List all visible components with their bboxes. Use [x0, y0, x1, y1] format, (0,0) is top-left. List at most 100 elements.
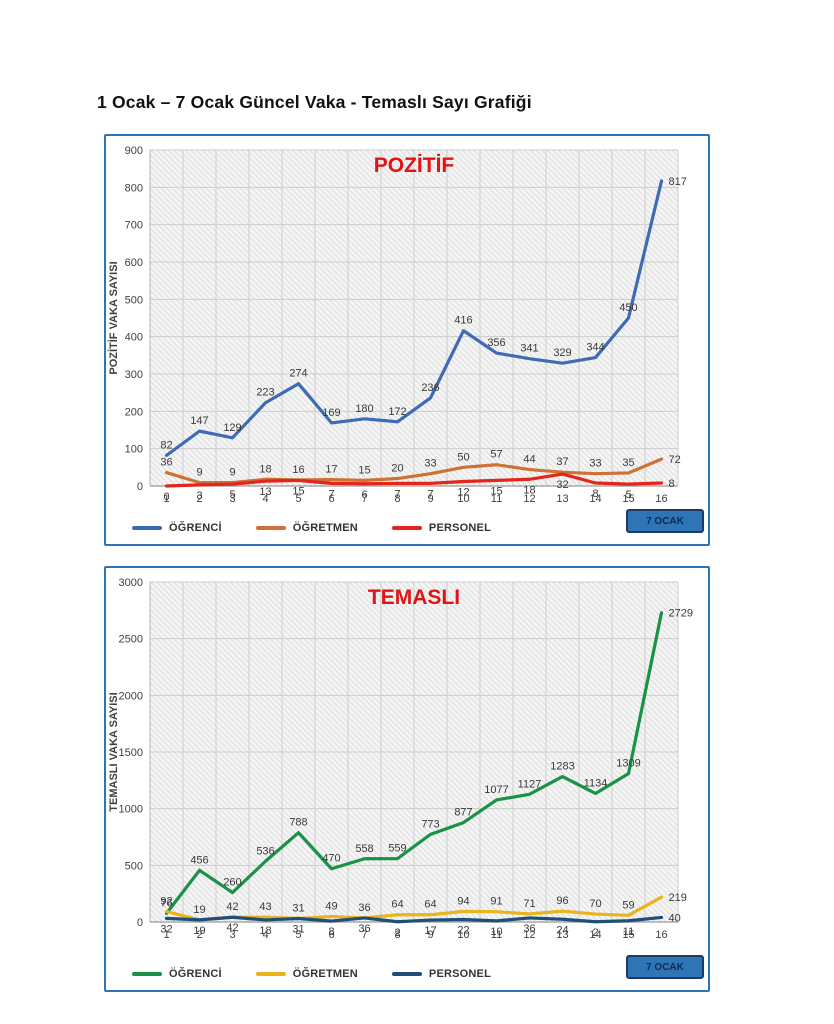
x-tick-label: 11	[491, 929, 502, 941]
data-label: 17	[325, 464, 337, 476]
y-tick-label: 500	[125, 860, 143, 872]
data-label: 19	[193, 904, 205, 916]
date-badge-7-ocak[interactable]: 7 OCAK	[626, 509, 704, 533]
data-label: 11	[623, 926, 634, 938]
chart-panel-temasli: 0 500 1000 1500 2000 2500 3000 1 2 3 4 5 6 7 8 9 10 11 12 1…	[104, 566, 710, 992]
legend-item-ogretmen: ÖĞRETMEN	[255, 522, 358, 534]
x-tick-label: 13	[556, 493, 568, 505]
y-axis-title: TEMASLI VAKA SAYISI	[108, 692, 120, 811]
data-label: 10	[490, 926, 502, 938]
data-label: 18	[259, 463, 271, 475]
data-label: 49	[325, 900, 337, 912]
data-label: 71	[523, 898, 535, 910]
legend-item-ogretmen: ÖĞRETMEN	[255, 968, 358, 980]
data-label: 32	[160, 923, 172, 935]
data-label: 1283	[550, 761, 574, 773]
x-tick-label: 8	[394, 493, 400, 505]
x-tick-label: 6	[328, 493, 334, 505]
data-label: 13	[259, 486, 271, 498]
series-line-personel	[164, 915, 664, 924]
x-tick-label: 2	[196, 929, 202, 941]
y-tick-label: 700	[125, 220, 143, 232]
y-tick-label: 3000	[119, 577, 143, 589]
series-labels-öğretmen: 92 19 42 43 31 49 36 64 64 94 91 71 96 70 59 219	[160, 892, 686, 916]
data-label: 559	[388, 843, 406, 855]
data-label: 1077	[484, 784, 508, 796]
data-label: 236	[421, 382, 439, 394]
data-label: 15	[358, 464, 370, 476]
data-label: 15	[490, 485, 502, 497]
data-label: 6	[361, 489, 367, 501]
page-title: 1 Ocak – 7 Ocak Güncel Vaka - Temaslı Sa…	[97, 92, 532, 112]
legend-label: ÖĞRENCİ	[169, 522, 222, 534]
data-label: 450	[619, 302, 637, 314]
y-axis-title: POZİTİF VAKA SAYISI	[107, 261, 120, 374]
y-tick-label: 2000	[119, 690, 143, 702]
data-label: 36	[358, 902, 370, 914]
x-tick-label: 3	[229, 493, 235, 505]
data-label: 33	[589, 458, 601, 470]
x-tick-label: 11	[491, 493, 502, 505]
legend-item-ogrenci: ÖĞRENCİ	[132, 968, 222, 980]
data-label: 8	[328, 926, 334, 938]
legend-pozitif: ÖĞRENCİ ÖĞRETMEN PERSONEL	[132, 522, 491, 534]
data-label: 180	[355, 403, 373, 415]
y-tick-label: 500	[125, 294, 143, 306]
legend-item-ogrenci: ÖĞRENCİ	[132, 522, 222, 534]
x-tick-label: 6	[328, 929, 334, 941]
date-badge-7-ocak[interactable]: 7 OCAK	[626, 955, 704, 979]
ogrenci-line-swatch	[132, 972, 162, 976]
data-label: 7	[394, 488, 400, 500]
x-tick-label: 12	[523, 493, 535, 505]
legend-item-personel: PERSONEL	[391, 968, 491, 980]
x-tick-label: 15	[622, 493, 634, 505]
data-label: 2	[592, 927, 598, 939]
data-label: 57	[490, 449, 502, 461]
data-label: 456	[190, 854, 208, 866]
chart-title: TEMASLI	[368, 586, 460, 609]
data-label: 9	[229, 467, 235, 479]
y-tick-label: 600	[125, 257, 143, 269]
data-label: 36	[160, 457, 172, 469]
data-label: 2729	[669, 608, 693, 620]
series-line-öğrenci̇	[164, 179, 664, 457]
data-label: 470	[322, 853, 340, 865]
x-tick-label: 1	[163, 493, 169, 505]
data-label: 70	[589, 898, 601, 910]
data-label: 147	[190, 415, 208, 427]
x-tick-label: 10	[457, 929, 469, 941]
x-tick-label: 16	[655, 929, 667, 941]
series-labels-personel: 0 3 5 13 15 7 6 7 7 12 15 18 328 58	[163, 478, 674, 503]
data-label: 22	[457, 925, 469, 937]
ogretmen-line-swatch	[255, 526, 286, 530]
data-label: 33	[424, 458, 436, 470]
x-tick-label: 14	[589, 493, 601, 505]
data-label: 40	[669, 912, 681, 924]
x-tick-label: 7	[361, 929, 367, 941]
data-label: 19	[193, 925, 205, 937]
series-line-öğrenci̇	[164, 611, 664, 915]
data-label: 9	[196, 467, 202, 479]
data-label: 773	[421, 818, 439, 830]
data-label: 31	[292, 902, 304, 914]
data-label: 20	[391, 463, 403, 475]
x-tick-label: 2	[196, 493, 202, 505]
data-label: 0	[163, 491, 169, 503]
x-tick-label: 5	[295, 493, 301, 505]
data-label: 72	[669, 454, 681, 466]
data-label: 5	[229, 489, 235, 501]
data-label: 7	[328, 488, 334, 500]
data-label: 877	[454, 807, 472, 819]
series-labels-öğretmen: 36 9 9 18 16 17 15 20 33 50 57 44 37 33 35 72	[160, 449, 680, 479]
y-tick-label: 400	[125, 332, 143, 344]
data-label: 76	[160, 897, 172, 909]
data-label: 92	[160, 896, 172, 908]
y-tick-label: 300	[125, 369, 143, 381]
data-label: 356	[487, 337, 505, 349]
x-tick-label: 14	[589, 929, 601, 941]
data-label: 18	[259, 925, 271, 937]
data-label: 1127	[518, 778, 542, 790]
y-tick-label: 900	[125, 145, 143, 157]
